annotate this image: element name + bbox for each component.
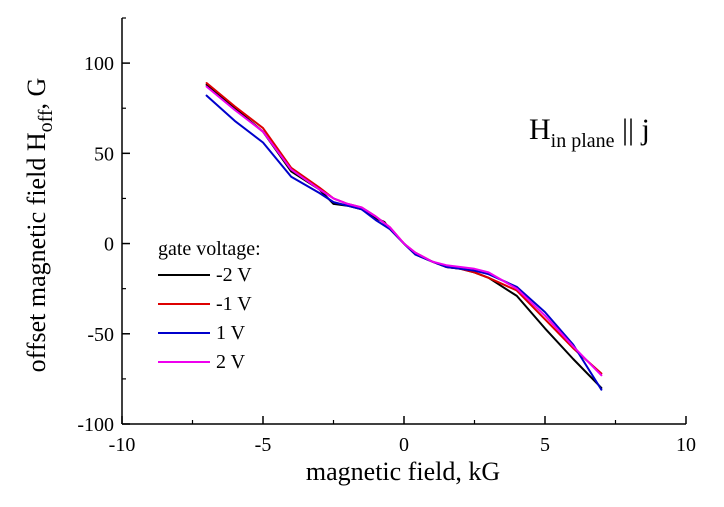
y-axis-label-tail: , G (22, 78, 51, 110)
x-tick-label: -10 (109, 434, 136, 456)
y-tick-label: 100 (84, 53, 114, 75)
annotation-tail: || j (615, 113, 650, 146)
legend-title: gate voltage: (158, 238, 261, 260)
annotation-subscript: in plane (551, 130, 615, 152)
x-tick-label: 5 (540, 434, 550, 456)
y-axis-label: offset magnetic field Hoff, G (22, 78, 57, 373)
legend-label: 2 V (216, 351, 246, 373)
x-tick-label: 0 (399, 434, 409, 456)
field-orientation-annotation: Hin plane || j (529, 113, 650, 152)
x-axis-label: magnetic field, kG (306, 457, 500, 486)
legend-label: 1 V (216, 322, 246, 344)
y-axis-label-main: offset magnetic field H (22, 132, 51, 372)
series-layer (205, 82, 603, 391)
x-tick-label: 10 (676, 434, 696, 456)
y-tick-label: 0 (104, 234, 114, 256)
y-tick-label: 50 (94, 143, 114, 165)
x-tick-label: -5 (255, 434, 272, 456)
y-tick-label: -100 (77, 414, 114, 436)
y-axis-label-subscript: off (35, 109, 57, 132)
y-tick-label: -50 (87, 324, 114, 346)
legend-label: -1 V (216, 293, 252, 315)
legend: gate voltage: -2 V -1 V 1 V 2 V (158, 238, 261, 373)
annotation-main: H (529, 113, 551, 146)
legend-label: -2 V (216, 264, 252, 286)
series-line-2V (205, 85, 603, 377)
